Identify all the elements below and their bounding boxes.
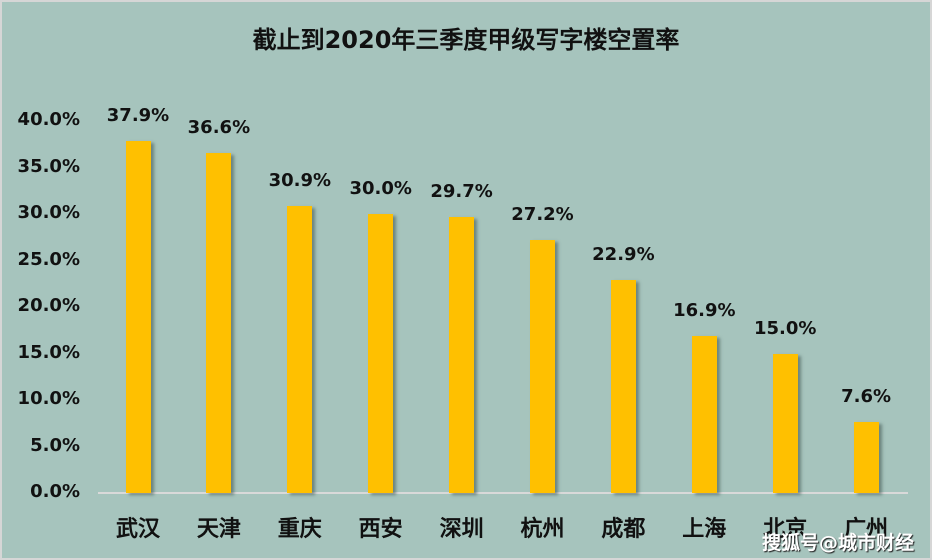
- value-label: 30.9%: [268, 169, 332, 191]
- watermark: 搜狐号@城市财经: [762, 532, 915, 554]
- value-label: 15.0%: [753, 317, 817, 339]
- value-label: 7.6%: [841, 386, 892, 408]
- x-axis-line: [98, 492, 908, 494]
- bar: [206, 152, 232, 493]
- bar: [449, 216, 475, 493]
- y-tick-label: 40.0%: [17, 109, 80, 130]
- x-tick-label: 北京: [763, 517, 808, 542]
- y-tick-label: 35.0%: [17, 155, 80, 177]
- x-tick-label: 深圳: [439, 517, 484, 542]
- y-tick-label: 25.0%: [17, 248, 80, 270]
- bar: [610, 280, 636, 493]
- value-label: 37.9%: [106, 104, 170, 126]
- x-tick-label: 广州: [844, 517, 889, 542]
- x-tick-label: 天津: [196, 517, 241, 542]
- value-label: 30.0%: [349, 178, 412, 199]
- bar: [530, 240, 555, 493]
- bar: [287, 205, 313, 493]
- bar: [772, 353, 798, 493]
- bar: [853, 422, 879, 493]
- chart-title: 截止到2020年三季度甲级写字楼空置率: [252, 26, 680, 54]
- x-tick-label: 武汉: [115, 517, 160, 542]
- value-label: 16.9%: [673, 299, 736, 321]
- value-label: 29.7%: [430, 180, 493, 202]
- bar: [691, 335, 717, 493]
- bar: [125, 140, 151, 493]
- x-tick-label: 成都: [601, 517, 646, 542]
- y-tick-label: 5.0%: [30, 434, 80, 456]
- value-label: 36.6%: [187, 116, 251, 138]
- x-tick-label: 重庆: [277, 517, 322, 542]
- y-tick-label: 30.0%: [17, 202, 80, 223]
- y-tick-label: 10.0%: [17, 388, 80, 409]
- bar: [368, 214, 394, 493]
- value-label: 27.2%: [511, 204, 574, 226]
- x-tick-label: 西安: [358, 517, 403, 542]
- value-label: 22.9%: [592, 244, 655, 266]
- x-tick-label: 上海: [682, 517, 727, 542]
- y-tick-label: 15.0%: [17, 341, 80, 363]
- y-tick-label: 0.0%: [30, 481, 80, 502]
- y-tick-label: 20.0%: [17, 295, 80, 316]
- x-tick-label: 杭州: [520, 517, 565, 542]
